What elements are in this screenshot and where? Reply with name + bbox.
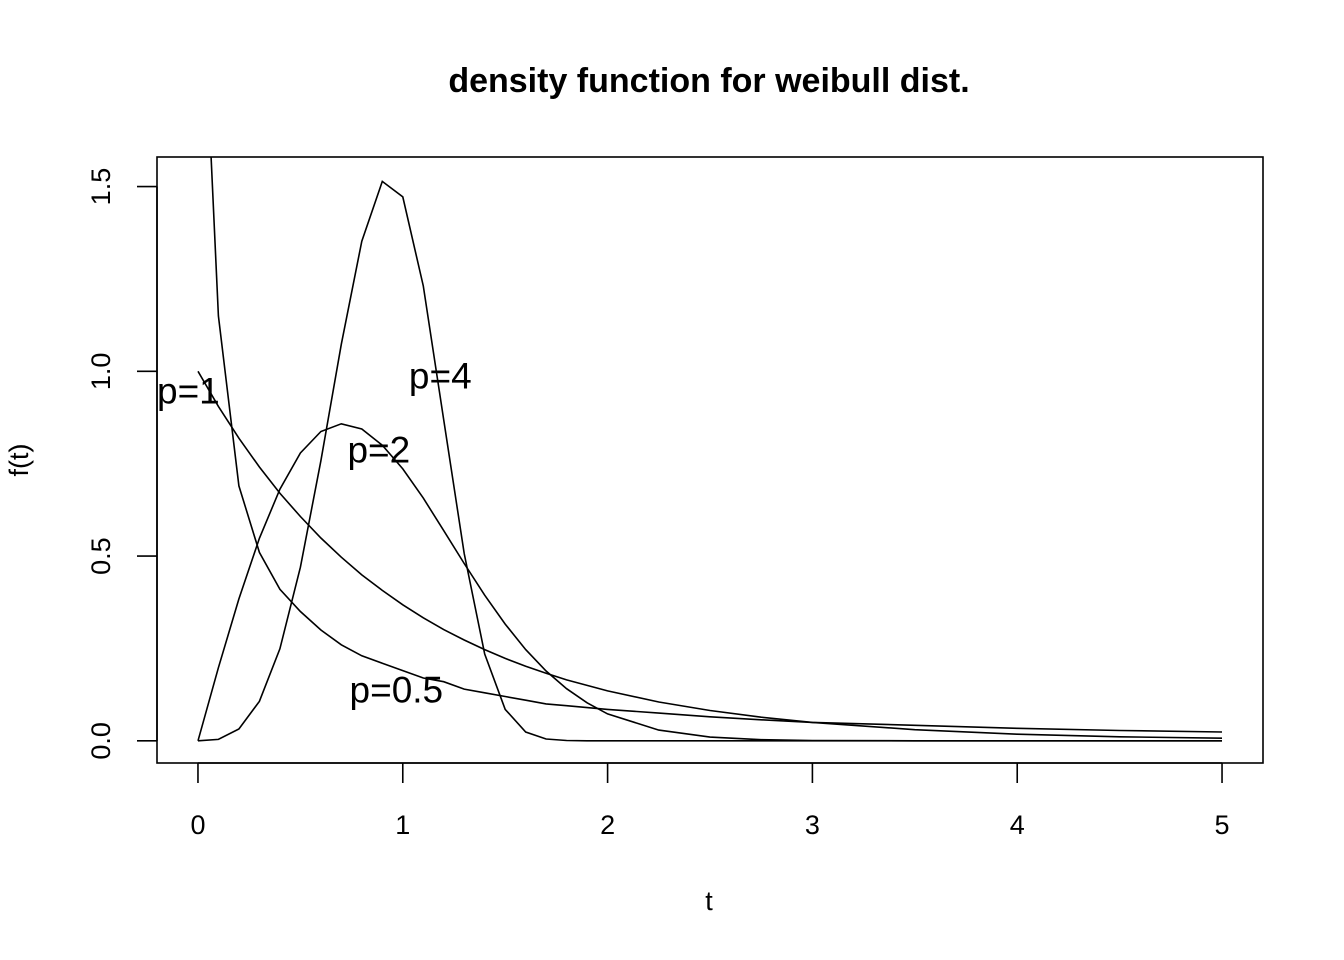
annotations: p=1 p=4 p=2 p=0.5	[157, 355, 472, 710]
plot-region	[197, 157, 1223, 742]
series-line-p0_5	[210, 157, 1223, 733]
x-tick-label: 3	[805, 810, 820, 840]
x-tick-label: 0	[190, 810, 205, 840]
y-axis: 0.0 0.5 1.0 1.5	[86, 168, 158, 760]
series-annotation: p=2	[347, 429, 410, 470]
x-tick-label: 5	[1215, 810, 1230, 840]
series-annotation: p=4	[409, 355, 472, 396]
series-annotation: p=0.5	[350, 670, 444, 711]
x-tick-label: 2	[600, 810, 615, 840]
x-axis: 0 1 2 3 4 5	[190, 762, 1230, 840]
x-tick-label: 1	[395, 810, 410, 840]
y-tick-label: 0.0	[86, 722, 116, 760]
x-tick-label: 4	[1010, 810, 1025, 840]
series-annotation: p=1	[157, 370, 220, 411]
x-axis-label: t	[705, 886, 713, 916]
chart-title: density function for weibull dist.	[448, 62, 969, 100]
y-axis-label: f(t)	[4, 444, 34, 477]
y-tick-label: 1.0	[86, 353, 116, 391]
plot-area-frame	[156, 156, 1264, 764]
series-line-p1	[197, 370, 1223, 739]
y-tick-label: 1.5	[86, 168, 116, 206]
series-line-p2	[197, 422, 1222, 742]
series-line-p4	[197, 180, 1222, 742]
y-tick-label: 0.5	[86, 537, 116, 575]
